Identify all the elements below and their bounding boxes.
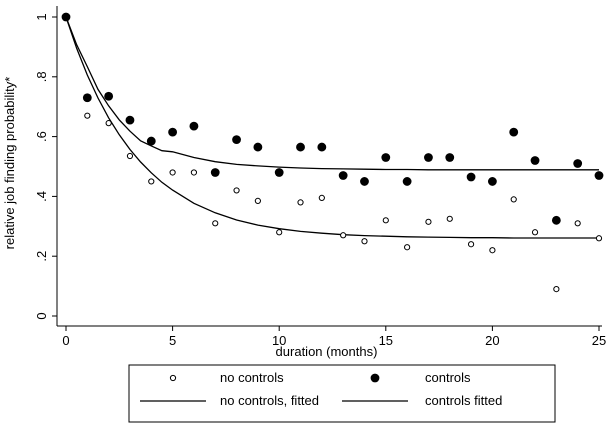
- controls-point: [104, 91, 114, 101]
- no-controls-point: [190, 169, 198, 176]
- no-controls-point: [84, 112, 91, 119]
- y-tick-label: .4: [34, 191, 49, 202]
- no-controls-point: [574, 220, 581, 227]
- x-tick-label: 0: [62, 333, 69, 348]
- controls-point: [189, 121, 199, 131]
- controls-point: [488, 177, 497, 186]
- y-axis-title: relative job finding probability*: [2, 77, 17, 250]
- controls-point: [573, 159, 583, 168]
- y-tick-label: 0: [34, 312, 49, 319]
- controls-point: [402, 177, 412, 186]
- y-axis-ticks: 0 .2 .4 .6 .8 1: [34, 13, 57, 320]
- controls-point: [146, 136, 156, 146]
- x-tick-label: 15: [379, 333, 393, 348]
- no-controls-point: [169, 169, 176, 176]
- x-tick-label: 5: [169, 333, 176, 348]
- no-controls-point: [489, 247, 496, 254]
- controls-point: [530, 156, 540, 165]
- no-controls-point: [425, 218, 432, 225]
- no-controls-point: [340, 232, 347, 239]
- legend-label: no controls, fitted: [220, 393, 319, 408]
- y-tick-label: .2: [34, 251, 49, 262]
- no-controls-point: [361, 238, 368, 245]
- no-controls-point: [276, 229, 283, 236]
- legend: no controls controls no controls, fitted co…: [128, 364, 556, 423]
- y-tick-label: .8: [34, 71, 49, 82]
- x-axis-title: duration (months): [276, 344, 378, 359]
- no-controls-point: [510, 196, 517, 203]
- controls-point: [381, 153, 391, 162]
- no-controls-point: [382, 217, 389, 224]
- no-controls-point: [105, 120, 112, 127]
- controls-point: [509, 127, 519, 137]
- no-controls-point: [467, 241, 475, 248]
- x-tick-label: 25: [592, 333, 606, 348]
- x-axis-ticks: 0 5 10 15 20 25: [62, 326, 606, 348]
- no-controls-point: [126, 152, 134, 160]
- controls-point: [232, 135, 241, 144]
- legend-label: controls: [425, 370, 471, 385]
- no-controls-point: [212, 220, 219, 227]
- controls-point: [360, 177, 369, 186]
- axes: 0 5 10 15 20 25 0.2.4.6.81 duration (months) …: [2, 6, 606, 359]
- controls-point: [274, 168, 284, 177]
- legend-symbol-hollow: [169, 374, 177, 382]
- controls-point: [317, 142, 327, 152]
- no-controls-point: [553, 285, 560, 293]
- fitted-line: [65, 16, 599, 171]
- legend-symbol-filled: [370, 373, 380, 383]
- controls-point: [210, 168, 220, 177]
- controls-point: [551, 215, 561, 225]
- plot-area: [61, 12, 604, 293]
- controls-point: [466, 172, 476, 182]
- controls-point: [445, 153, 455, 162]
- legend-label: controls fitted: [425, 393, 502, 408]
- x-tick-label: 10: [272, 333, 286, 348]
- fitted-line: [65, 16, 599, 239]
- legend-items: no controls controls no controls, fitted co…: [140, 370, 502, 408]
- no-controls-point: [446, 215, 453, 222]
- controls-point: [338, 171, 348, 180]
- no-controls-point: [254, 197, 261, 204]
- no-controls-point: [233, 187, 240, 194]
- no-controls-point: [318, 194, 325, 201]
- legend-box: [128, 364, 556, 423]
- no-controls-point: [404, 244, 411, 251]
- controls-point: [82, 93, 92, 103]
- controls-point: [296, 142, 305, 152]
- no-controls-point: [148, 178, 155, 185]
- controls-point: [424, 153, 433, 162]
- y-tick-label: 1: [34, 13, 49, 20]
- x-tick-label: 20: [485, 333, 499, 348]
- no-controls-point: [531, 229, 539, 236]
- no-controls-point: [595, 235, 603, 242]
- legend-label: no controls: [220, 370, 284, 385]
- y-tick-label: .6: [34, 131, 49, 142]
- controls-point: [594, 171, 604, 180]
- no-controls-point: [297, 199, 304, 206]
- controls-point: [253, 142, 263, 152]
- controls-point: [61, 12, 71, 22]
- controls-point: [125, 115, 135, 125]
- controls-point: [168, 127, 178, 137]
